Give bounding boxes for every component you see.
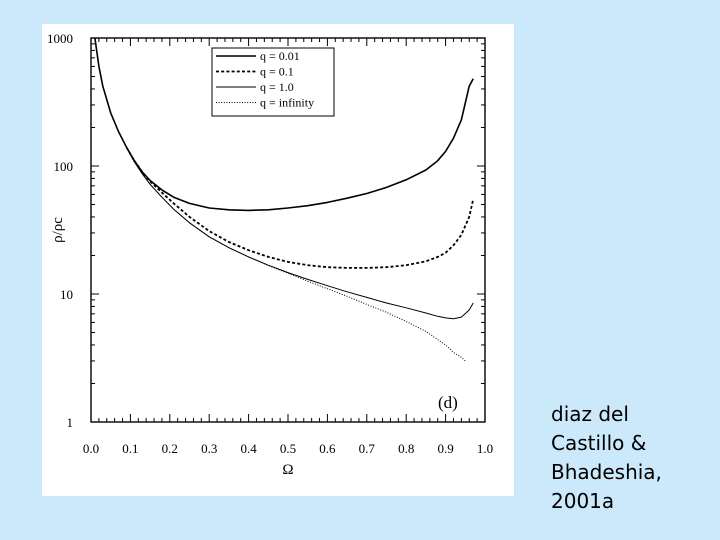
legend-label: q = 0.01 [260, 49, 300, 63]
legend-box [211, 47, 335, 117]
y-tick-label: 1000 [47, 31, 73, 46]
legend-label: q = 0.1 [260, 65, 294, 79]
x-tick-label: 0.3 [201, 441, 217, 456]
figure-panel: 0.0 0.1 0.2 0.3 0.4 0.5 0.6 0.7 0.8 0.9 1.0 1 10 100 1… [42, 24, 514, 496]
x-tick-label: 0.4 [240, 441, 257, 456]
y-axis-title: ρ/ρc [50, 217, 66, 243]
axes: 0.0 0.1 0.2 0.3 0.4 0.5 0.6 0.7 0.8 0.9 1.0 1 10 100 1… [47, 31, 493, 478]
x-tick-label: 0.6 [319, 441, 336, 456]
legend-label: q = 1.0 [260, 80, 294, 94]
legend: q = 0.01 q = 0.1q = 1.0 q = infinity [211, 47, 335, 117]
x-tick-label: 0.7 [359, 441, 376, 456]
panel-label: (d) [438, 393, 458, 412]
series-line-1 [94, 37, 474, 212]
series-line-3 [126, 147, 474, 320]
series-group [94, 37, 475, 362]
x-tick-label: 0.2 [162, 441, 178, 456]
x-axis-title: Ω [282, 462, 293, 478]
caption-line-2: Castillo & [551, 431, 647, 455]
caption-line-1: diaz del [551, 402, 629, 426]
x-tick-label: 0.0 [83, 441, 99, 456]
y-tick-label: 1 [67, 415, 74, 430]
caption-line-3: Bhadeshia, [551, 460, 662, 484]
caption-line-4: 2001a [551, 489, 615, 513]
x-tick-label: 0.9 [437, 441, 453, 456]
series-line-2 [125, 146, 475, 269]
x-tick-label: 0.8 [398, 441, 414, 456]
x-tick-label: 1.0 [477, 441, 493, 456]
y-tick-label: 10 [60, 287, 73, 302]
x-tick-label: 0.5 [280, 441, 296, 456]
legend-label: q = infinity [260, 96, 314, 110]
x-tick-label: 0.1 [122, 441, 138, 456]
citation-caption: diaz del Castillo & Bhadeshia, 2001a [551, 400, 711, 516]
series-line-4 [126, 147, 466, 362]
chart: 0.0 0.1 0.2 0.3 0.4 0.5 0.6 0.7 0.8 0.9 1.0 1 10 100 1… [47, 31, 493, 478]
y-tick-label: 100 [54, 159, 74, 174]
